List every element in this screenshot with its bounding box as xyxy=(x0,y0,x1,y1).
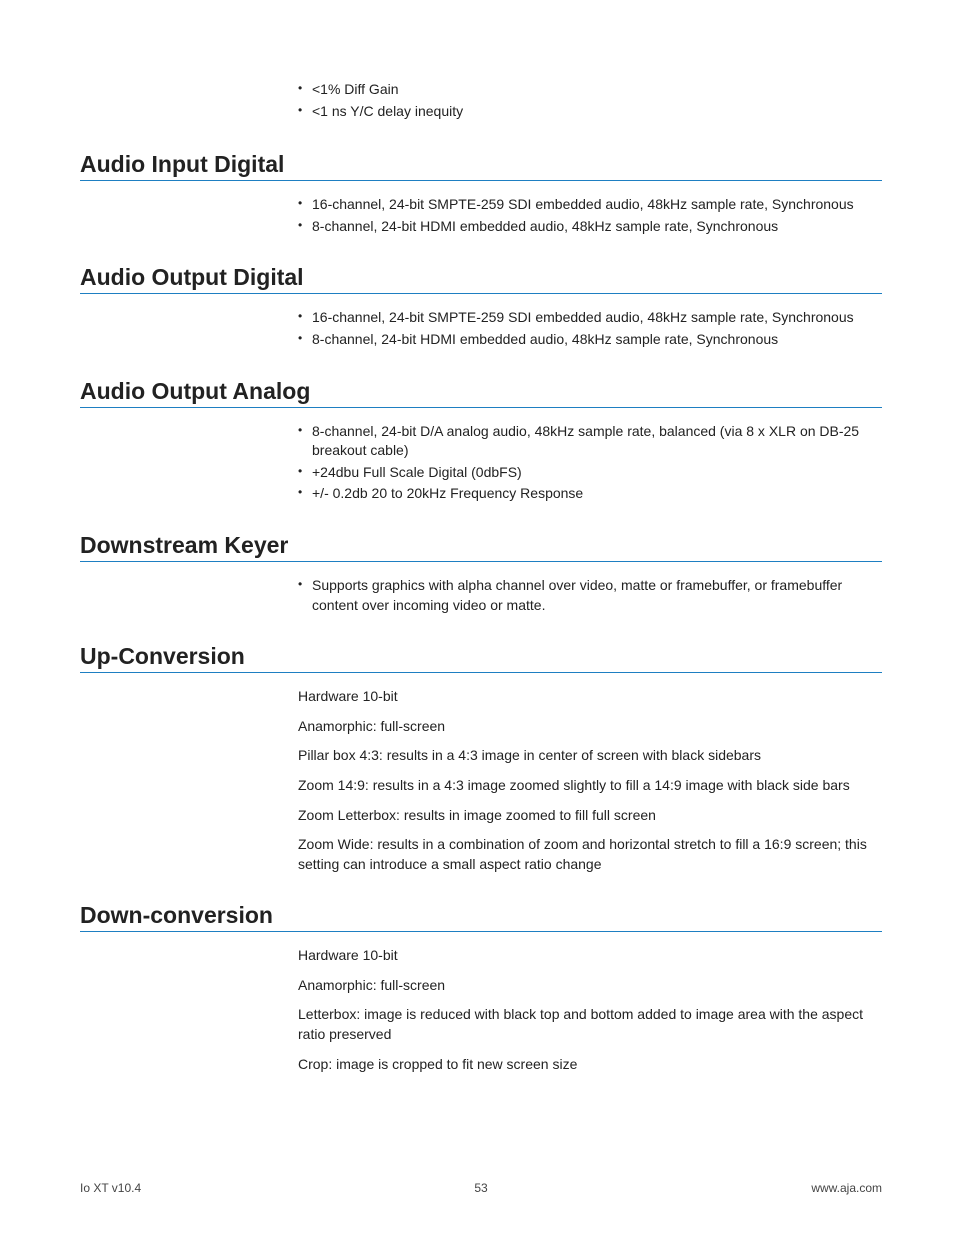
list-item: 16-channel, 24-bit SMPTE-259 SDI embedde… xyxy=(298,195,882,215)
list-item: <1 ns Y/C delay inequity xyxy=(298,102,882,122)
paragraph: Zoom Wide: results in a combination of z… xyxy=(298,835,882,874)
bullet-list: <1% Diff Gain <1 ns Y/C delay inequity xyxy=(298,80,882,121)
section-audio-input-digital: Audio Input Digital 16-channel, 24-bit S… xyxy=(80,151,882,236)
list-item: Supports graphics with alpha channel ove… xyxy=(298,576,882,615)
list-item: <1% Diff Gain xyxy=(298,80,882,100)
list-item: +24dbu Full Scale Digital (0dbFS) xyxy=(298,463,882,483)
paragraph: Pillar box 4:3: results in a 4:3 image i… xyxy=(298,746,882,766)
section-heading: Audio Output Digital xyxy=(80,264,882,294)
bullet-list: 16-channel, 24-bit SMPTE-259 SDI embedde… xyxy=(298,308,882,349)
list-item: 8-channel, 24-bit HDMI embedded audio, 4… xyxy=(298,330,882,350)
page-body: <1% Diff Gain <1 ns Y/C delay inequity A… xyxy=(0,0,954,1235)
footer-page-number: 53 xyxy=(80,1181,882,1195)
section-up-conversion: Up-Conversion Hardware 10-bit Anamorphic… xyxy=(80,643,882,874)
list-item: 8-channel, 24-bit D/A analog audio, 48kH… xyxy=(298,422,882,461)
top-bullet-list: <1% Diff Gain <1 ns Y/C delay inequity xyxy=(298,80,882,121)
section-body: Hardware 10-bit Anamorphic: full-screen … xyxy=(298,946,882,1074)
bullet-list: 16-channel, 24-bit SMPTE-259 SDI embedde… xyxy=(298,195,882,236)
section-heading: Up-Conversion xyxy=(80,643,882,673)
section-body: 16-channel, 24-bit SMPTE-259 SDI embedde… xyxy=(298,195,882,236)
list-item: 8-channel, 24-bit HDMI embedded audio, 4… xyxy=(298,217,882,237)
paragraph: Letterbox: image is reduced with black t… xyxy=(298,1005,882,1044)
section-body: 8-channel, 24-bit D/A analog audio, 48kH… xyxy=(298,422,882,504)
list-item: 16-channel, 24-bit SMPTE-259 SDI embedde… xyxy=(298,308,882,328)
section-heading: Audio Input Digital xyxy=(80,151,882,181)
list-item: +/- 0.2db 20 to 20kHz Frequency Response xyxy=(298,484,882,504)
paragraph: Hardware 10-bit xyxy=(298,946,882,966)
paragraph: Anamorphic: full-screen xyxy=(298,976,882,996)
section-heading: Downstream Keyer xyxy=(80,532,882,562)
paragraph: Zoom 14:9: results in a 4:3 image zoomed… xyxy=(298,776,882,796)
page-footer: Io XT v10.4 53 www.aja.com xyxy=(80,1181,882,1195)
section-down-conversion: Down-conversion Hardware 10-bit Anamorph… xyxy=(80,902,882,1074)
section-audio-output-analog: Audio Output Analog 8-channel, 24-bit D/… xyxy=(80,378,882,504)
paragraph: Zoom Letterbox: results in image zoomed … xyxy=(298,806,882,826)
paragraph: Anamorphic: full-screen xyxy=(298,717,882,737)
section-body: Supports graphics with alpha channel ove… xyxy=(298,576,882,615)
paragraph: Crop: image is cropped to fit new screen… xyxy=(298,1055,882,1075)
section-downstream-keyer: Downstream Keyer Supports graphics with … xyxy=(80,532,882,615)
bullet-list: Supports graphics with alpha channel ove… xyxy=(298,576,882,615)
section-body: 16-channel, 24-bit SMPTE-259 SDI embedde… xyxy=(298,308,882,349)
paragraph: Hardware 10-bit xyxy=(298,687,882,707)
bullet-list: 8-channel, 24-bit D/A analog audio, 48kH… xyxy=(298,422,882,504)
section-heading: Audio Output Analog xyxy=(80,378,882,408)
section-audio-output-digital: Audio Output Digital 16-channel, 24-bit … xyxy=(80,264,882,349)
section-heading: Down-conversion xyxy=(80,902,882,932)
section-body: Hardware 10-bit Anamorphic: full-screen … xyxy=(298,687,882,874)
